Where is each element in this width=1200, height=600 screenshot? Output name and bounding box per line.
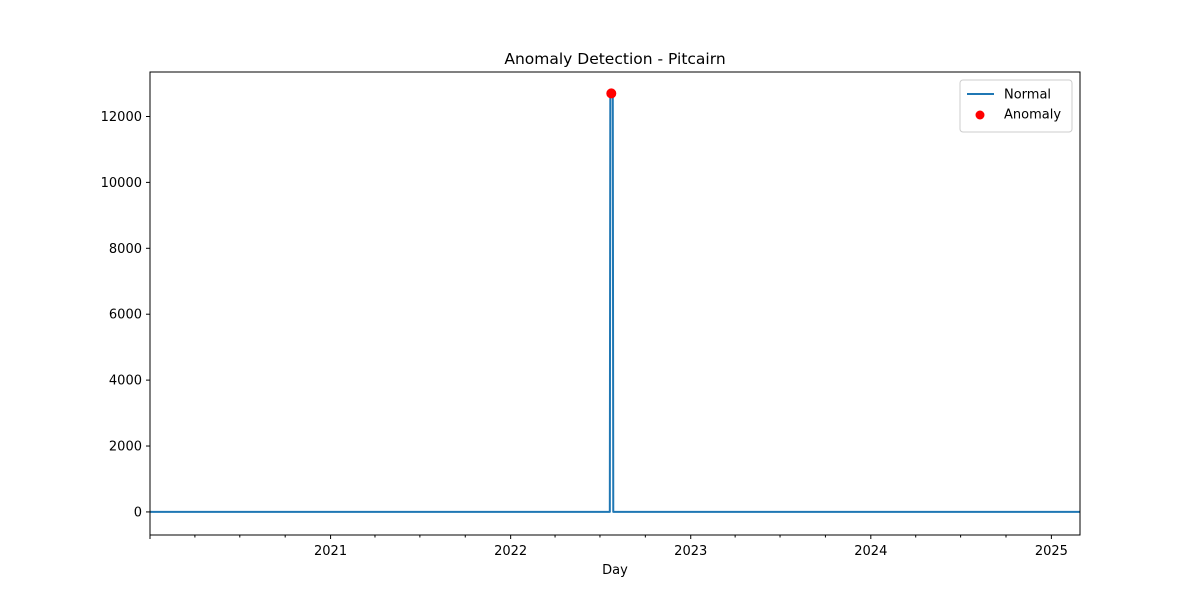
- x-tick-label-2022: 2022: [494, 544, 527, 559]
- legend-label-normal: Normal: [1004, 88, 1051, 103]
- y-tick-label-6000: 6000: [109, 308, 142, 323]
- legend-label-anomaly: Anomaly: [1004, 108, 1061, 123]
- y-tick-label-8000: 8000: [109, 242, 142, 257]
- x-tick-label-2023: 2023: [674, 544, 707, 559]
- y-tick-label-2000: 2000: [109, 440, 142, 455]
- plot-frame: [149, 71, 1081, 536]
- y-tick-label-4000: 4000: [109, 374, 142, 389]
- y-tick-label-10000: 10000: [101, 176, 142, 191]
- legend-swatch-anomaly: [975, 110, 985, 120]
- plot-area: [150, 88, 1080, 513]
- plot-series: [150, 88, 1080, 513]
- y-tick-label-0: 0: [134, 505, 142, 520]
- x-axis-label: Day: [602, 563, 628, 578]
- series-line-normal: [150, 92, 1080, 513]
- x-tick-label-2024: 2024: [854, 544, 887, 559]
- x-tick-label-2021: 2021: [314, 544, 347, 559]
- axes: 0 2000 4000 6000 8000 10000 12000 2021 2022 2023 2…: [101, 71, 1081, 559]
- legend: Normal Anomaly: [959, 79, 1073, 133]
- y-tick-label-12000: 12000: [101, 110, 142, 125]
- chart-title: Anomaly Detection - Pitcairn: [504, 50, 725, 68]
- anomaly-point-0: [606, 88, 617, 99]
- x-tick-label-2025: 2025: [1035, 544, 1068, 559]
